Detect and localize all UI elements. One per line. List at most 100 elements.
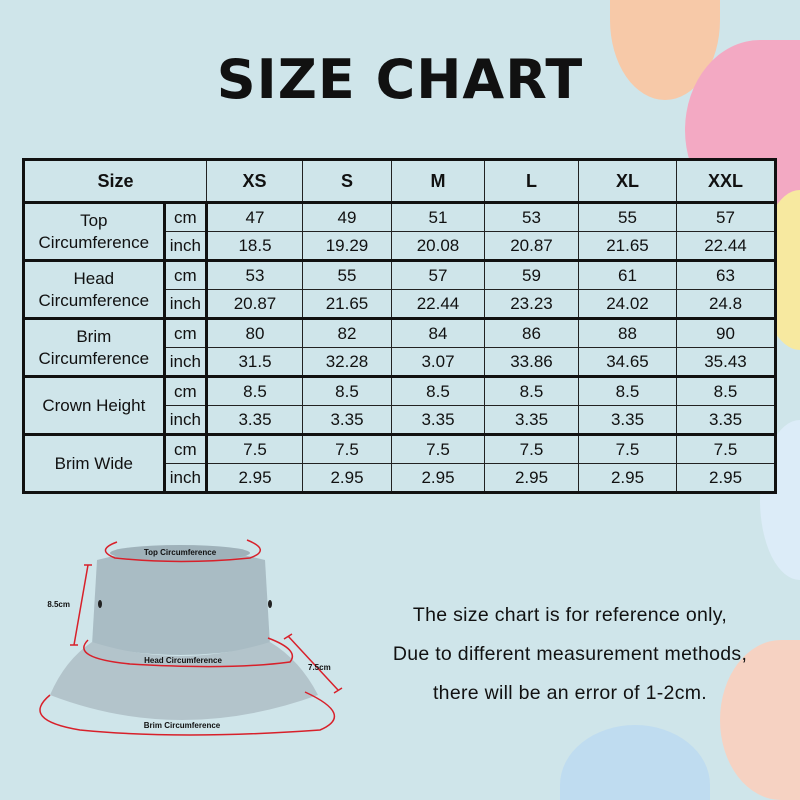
- table-row: Top Circumference cm 47 49 51 53 55 57: [23, 201, 776, 261]
- value-cell: 7.5: [578, 433, 677, 464]
- value-cell: 2.95: [484, 463, 579, 493]
- disclaimer-note: The size chart is for reference only, Du…: [355, 596, 785, 713]
- head-circumference-label: Head Circumference: [144, 656, 222, 665]
- size-column-header: M: [391, 159, 485, 204]
- measurement-label: Crown Height: [23, 375, 166, 435]
- measurement-label-line: Circumference: [38, 290, 150, 310]
- value-cell: 22.44: [391, 289, 485, 319]
- value-cell: 2.95: [578, 463, 677, 493]
- unit-cell: inch: [163, 405, 209, 435]
- value-cell: 55: [302, 259, 392, 290]
- measurement-label-line: Brim Wide: [54, 453, 134, 473]
- value-cell: 59: [484, 259, 579, 290]
- unit-cell: inch: [163, 347, 209, 377]
- table-row: Brim Circumference cm 80 82 84 86 88 90: [23, 317, 776, 377]
- value-cell: 3.35: [484, 405, 579, 435]
- value-cell: 51: [391, 201, 485, 232]
- measurement-label: Brim Circumference: [23, 317, 166, 377]
- measurement-label-line: Brim: [76, 327, 112, 347]
- table-row: inch 18.5 19.29 20.08 20.87 21.65 22.44: [24, 231, 776, 261]
- unit-cell: inch: [163, 289, 209, 319]
- value-cell: 2.95: [391, 463, 485, 493]
- measurement-label-line: Head: [73, 269, 115, 289]
- value-cell: 24.02: [578, 289, 677, 319]
- size-column-header: XS: [206, 159, 303, 204]
- value-cell: 49: [302, 201, 392, 232]
- value-cell: 3.35: [578, 405, 677, 435]
- value-cell: 90: [676, 317, 776, 348]
- value-cell: 35.43: [676, 347, 776, 377]
- value-cell: 7.5: [206, 433, 303, 464]
- value-cell: 3.35: [391, 405, 485, 435]
- measurement-label-line: Crown Height: [42, 395, 146, 415]
- measurement-label-line: Top: [80, 211, 108, 231]
- value-cell: 88: [578, 317, 677, 348]
- size-column-header: XL: [578, 159, 677, 204]
- value-cell: 53: [206, 259, 303, 290]
- value-cell: 55: [578, 201, 677, 232]
- unit-cell: cm: [163, 375, 209, 406]
- value-cell: 8.5: [206, 375, 303, 406]
- unit-cell: inch: [163, 463, 209, 493]
- hat-crown: [92, 549, 270, 655]
- brim-width-label: 7.5cm: [308, 663, 331, 672]
- value-cell: 57: [391, 259, 485, 290]
- value-cell: 22.44: [676, 231, 776, 261]
- value-cell: 8.5: [391, 375, 485, 406]
- value-cell: 47: [206, 201, 303, 232]
- value-cell: 24.8: [676, 289, 776, 319]
- value-cell: 3.35: [676, 405, 776, 435]
- unit-cell: cm: [163, 201, 209, 232]
- unit-cell: cm: [163, 259, 209, 290]
- value-cell: 3.35: [302, 405, 392, 435]
- value-cell: 2.95: [206, 463, 303, 493]
- value-cell: 7.5: [302, 433, 392, 464]
- measurement-label-line: Circumference: [38, 348, 150, 368]
- value-cell: 34.65: [578, 347, 677, 377]
- value-cell: 7.5: [676, 433, 776, 464]
- value-cell: 3.35: [206, 405, 303, 435]
- table-row: Brim Wide cm 7.5 7.5 7.5 7.5 7.5 7.5: [23, 433, 776, 493]
- measurement-label: Brim Wide: [23, 433, 166, 493]
- value-cell: 21.65: [302, 289, 392, 319]
- value-cell: 19.29: [302, 231, 392, 261]
- hat-brim: [50, 642, 318, 720]
- hat-top: [110, 545, 250, 561]
- table-row: inch 31.5 32.28 3.07 33.86 34.65 35.43: [24, 347, 776, 377]
- page-title: SIZE CHART: [216, 48, 584, 111]
- value-cell: 7.5: [391, 433, 485, 464]
- brim-circumference-label: Brim Circumference: [144, 721, 221, 730]
- unit-cell: inch: [163, 231, 209, 261]
- value-cell: 7.5: [484, 433, 579, 464]
- note-line: The size chart is for reference only,: [412, 604, 728, 626]
- value-cell: 84: [391, 317, 485, 348]
- value-cell: 53: [484, 201, 579, 232]
- measurement-label: Top Circumference: [23, 201, 166, 261]
- value-cell: 8.5: [578, 375, 677, 406]
- value-cell: 20.87: [484, 231, 579, 261]
- measurement-label-line: Circumference: [38, 232, 150, 252]
- table-row: inch 2.95 2.95 2.95 2.95 2.95 2.95: [24, 463, 776, 493]
- size-chart-table: Size XS S M L XL XXL Top Circumference cm 47 49 51 53…: [22, 158, 777, 494]
- unit-cell: cm: [163, 433, 209, 464]
- value-cell: 8.5: [484, 375, 579, 406]
- value-cell: 8.5: [302, 375, 392, 406]
- value-cell: 18.5: [206, 231, 303, 261]
- value-cell: 63: [676, 259, 776, 290]
- hat-diagram: Top Circumference Head Circumference Bri…: [39, 539, 343, 736]
- top-circumference-label: Top Circumference: [144, 548, 217, 557]
- value-cell: 80: [206, 317, 303, 348]
- table-row: Head Circumference cm 53 55 57 59 61 63: [23, 259, 776, 319]
- egg-decoration-bottom: [560, 725, 710, 800]
- value-cell: 86: [484, 317, 579, 348]
- value-cell: 2.95: [676, 463, 776, 493]
- table-row: Crown Height cm 8.5 8.5 8.5 8.5 8.5 8.5: [23, 375, 776, 435]
- value-cell: 2.95: [302, 463, 392, 493]
- value-cell: 8.5: [676, 375, 776, 406]
- value-cell: 31.5: [206, 347, 303, 377]
- note-line: Due to different measurement methods,: [392, 643, 748, 665]
- table-row: inch 20.87 21.65 22.44 23.23 24.02 24.8: [24, 289, 776, 319]
- unit-cell: cm: [163, 317, 209, 348]
- value-cell: 61: [578, 259, 677, 290]
- value-cell: 57: [676, 201, 776, 232]
